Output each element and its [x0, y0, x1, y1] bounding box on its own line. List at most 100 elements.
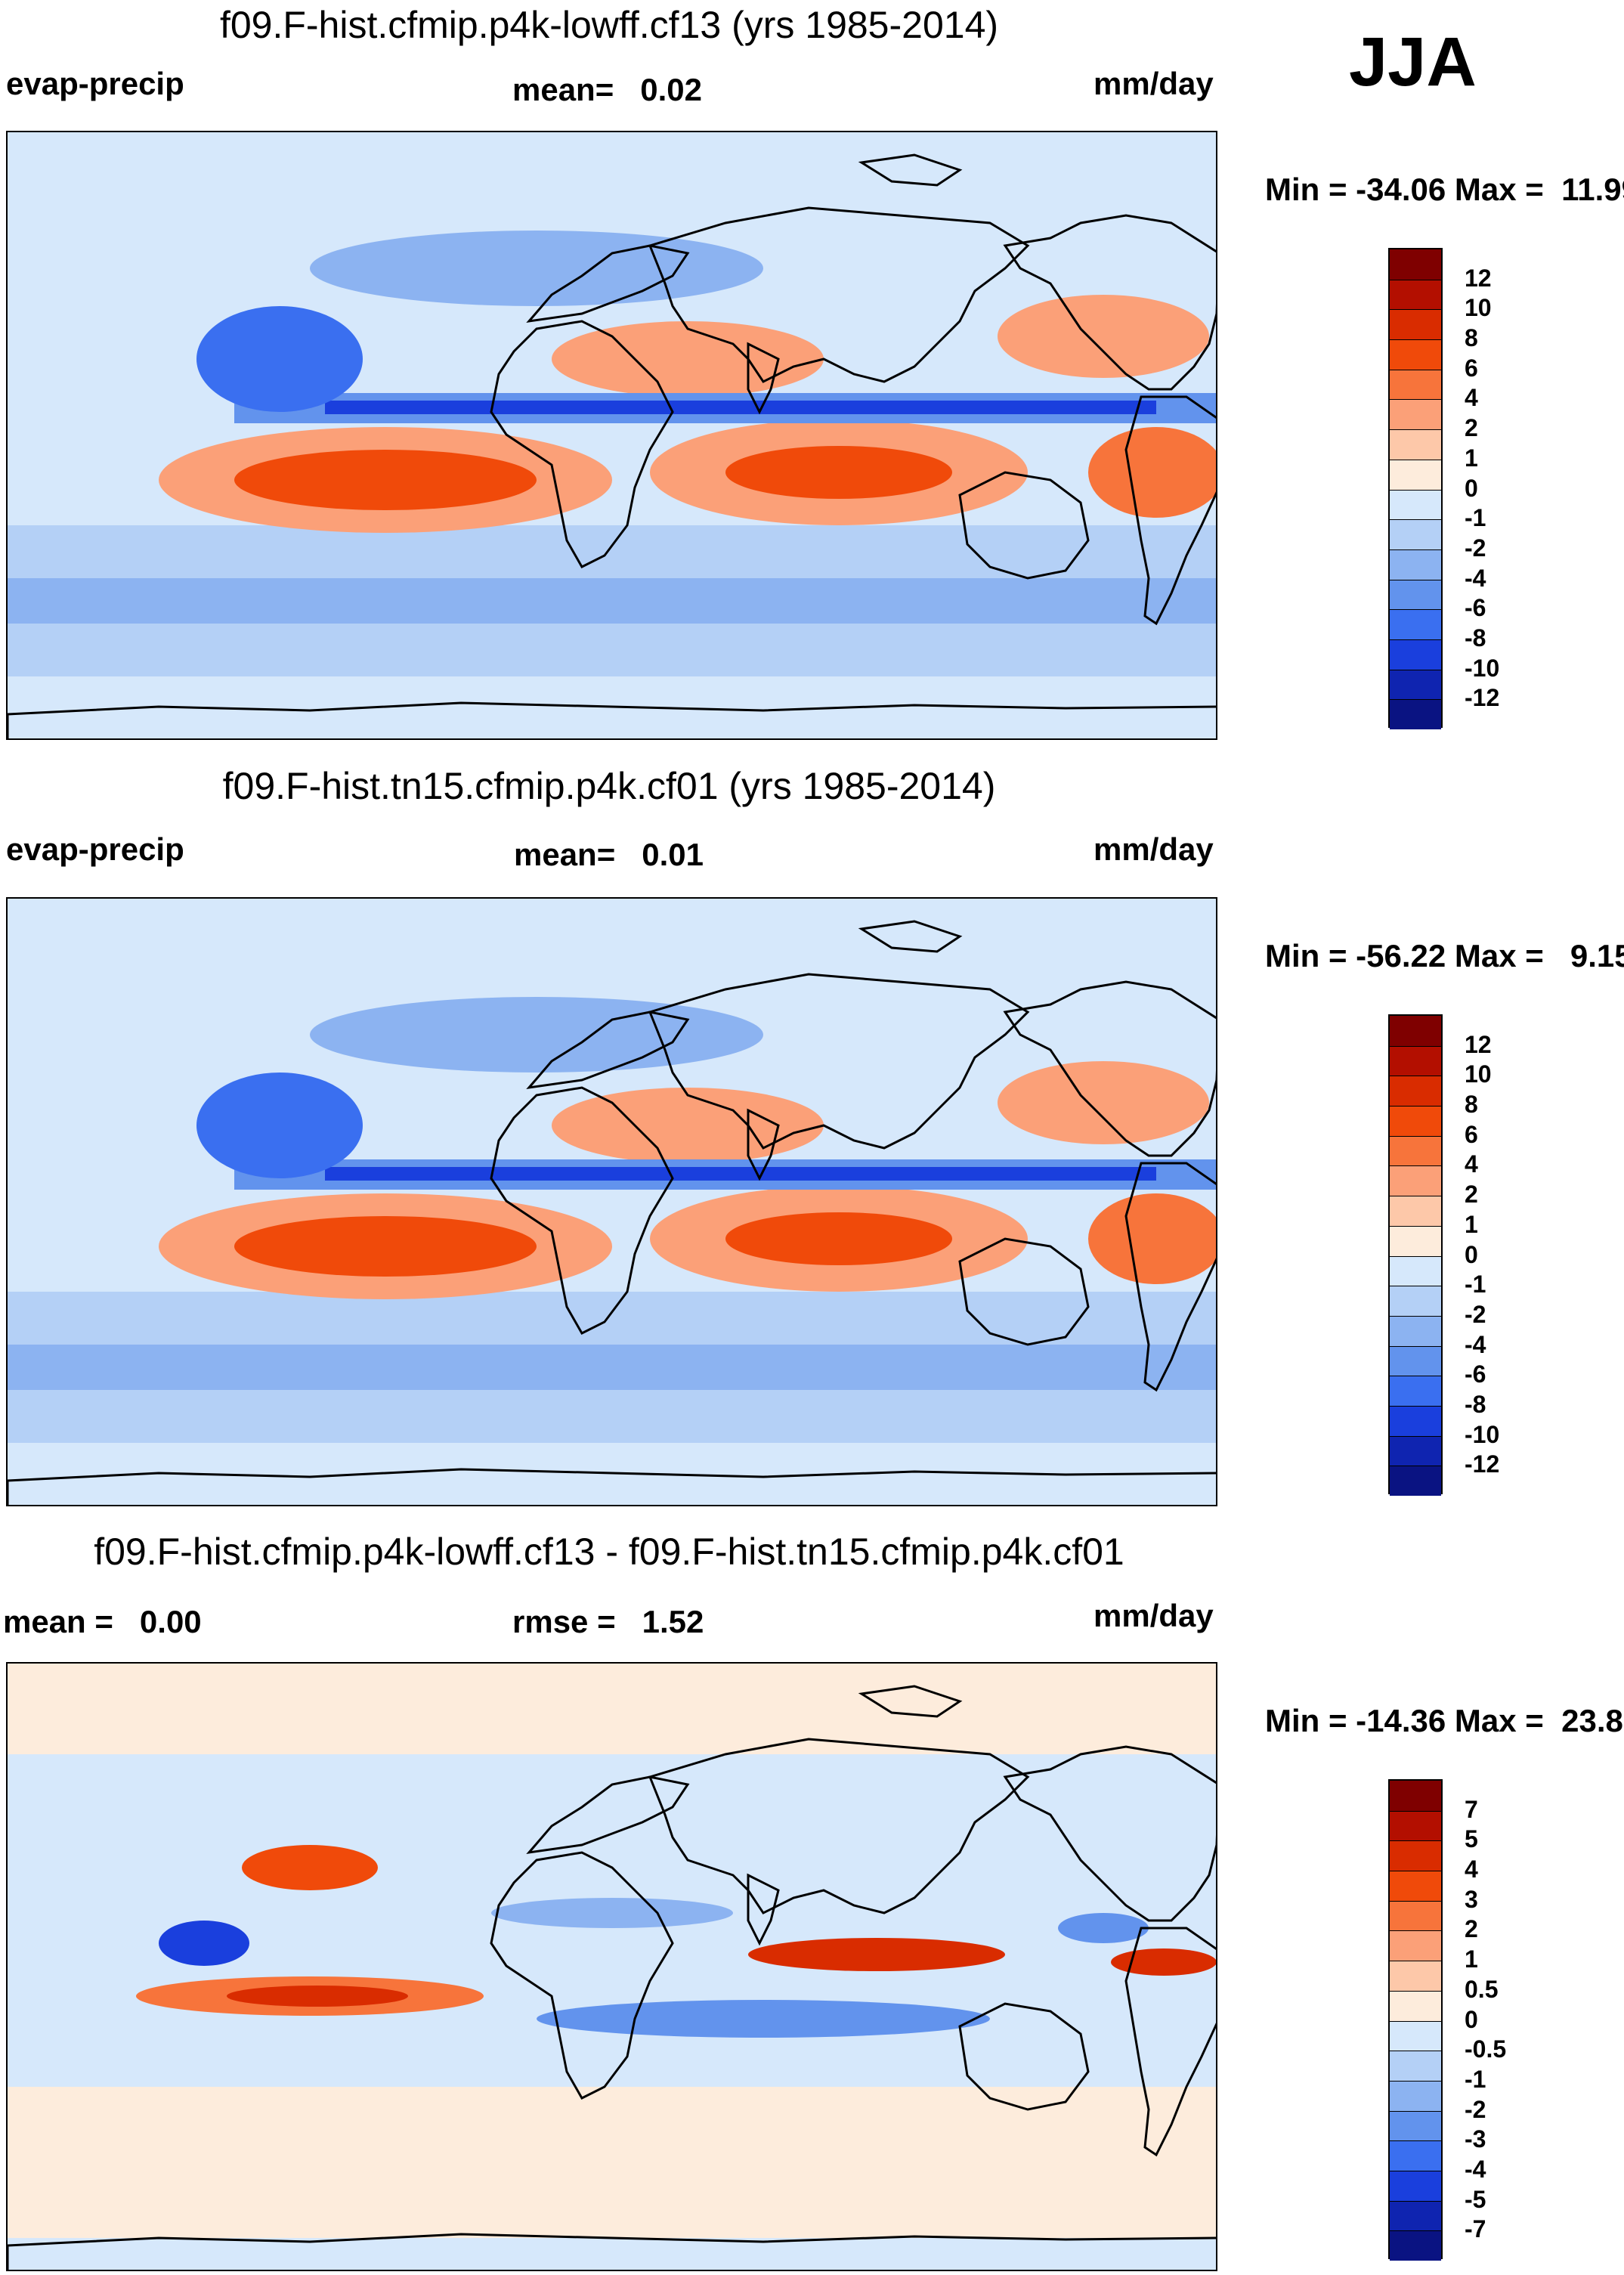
colorbar-tick-label: 1 — [1465, 444, 1478, 472]
panel-2-mean-label: mean= 0.01 — [514, 837, 704, 872]
colorbar-tick-label: 7 — [1465, 1795, 1478, 1823]
colorbar-tick-label: -3 — [1465, 2125, 1486, 2153]
colorbar-box — [1390, 2170, 1441, 2201]
colorbar-box — [1390, 1871, 1441, 1901]
coastline — [1124, 1927, 1216, 2157]
colorbar-tick-label: -8 — [1465, 1390, 1486, 1418]
panel-1-mean-label: mean= 0.02 — [512, 72, 702, 107]
coastline — [1124, 1162, 1216, 1392]
colorbar-tick-label: -10 — [1465, 1420, 1500, 1448]
panel-1-units-label: mm/day — [1093, 66, 1214, 101]
map-field-band — [8, 578, 1216, 624]
map-field-high — [242, 1845, 378, 1890]
map-field-low — [159, 1921, 249, 1966]
coastline — [8, 701, 1216, 738]
colorbar-tick-label: 6 — [1465, 1120, 1478, 1148]
panel-3-colorbar — [1388, 1779, 1443, 2261]
coastline — [526, 1775, 690, 1855]
map-field-low — [1058, 1913, 1149, 1943]
colorbar-tick-label: 2 — [1465, 1915, 1478, 1943]
colorbar-box — [1390, 1135, 1441, 1166]
colorbar-box — [1390, 699, 1441, 729]
colorbar-box — [1390, 279, 1441, 310]
panel-3-units-label: mm/day — [1093, 1598, 1214, 1633]
colorbar-box — [1390, 1225, 1441, 1256]
coastline — [490, 1086, 674, 1335]
colorbar-box — [1390, 1376, 1441, 1406]
panel-1-map-plot — [8, 132, 1216, 738]
colorbar-tick-label: -8 — [1465, 624, 1486, 652]
map-field-high — [227, 1986, 408, 2007]
colorbar-box — [1390, 2200, 1441, 2231]
colorbar-box — [1390, 1930, 1441, 1961]
colorbar-box — [1390, 399, 1441, 430]
map-field-high — [234, 1216, 537, 1277]
season-label: JJA — [1349, 23, 1477, 101]
colorbar-tick-label: -4 — [1465, 564, 1486, 592]
colorbar-tick-label: 0 — [1465, 2005, 1478, 2033]
map-field-high — [552, 1088, 824, 1163]
colorbar-box — [1390, 2230, 1441, 2261]
colorbar-box — [1390, 2020, 1441, 2051]
colorbar-tick-label: -6 — [1465, 1360, 1486, 1388]
coastline — [1003, 980, 1216, 1157]
panel-1-map — [6, 131, 1217, 740]
colorbar-box — [1390, 489, 1441, 520]
panel-3-title: f09.F-hist.cfmip.p4k-lowff.cf13 - f09.F-… — [94, 1531, 1124, 1573]
colorbar-tick-label: 3 — [1465, 1885, 1478, 1913]
map-field-high — [1088, 427, 1216, 518]
colorbar-tick-label: 10 — [1465, 294, 1492, 322]
colorbar-box — [1390, 309, 1441, 340]
colorbar-tick-label: -12 — [1465, 1450, 1500, 1478]
colorbar-box — [1390, 1810, 1441, 1841]
panel-2-variable-label: evap-precip — [6, 831, 184, 867]
panel-2-colorbar — [1388, 1014, 1443, 1496]
colorbar-box — [1390, 2140, 1441, 2171]
colorbar-tick-label: 0 — [1465, 474, 1478, 502]
colorbar-box — [1390, 1900, 1441, 1931]
colorbar-box — [1390, 1345, 1441, 1376]
colorbar-box — [1390, 1961, 1441, 1991]
colorbar-tick-label: 4 — [1465, 1856, 1478, 1883]
panel-2-map — [6, 897, 1217, 1506]
panel-2-units-label: mm/day — [1093, 831, 1214, 867]
panel-1-minmax: Min = -34.06 Max = 11.99 — [1265, 172, 1624, 207]
map-field-high — [552, 321, 824, 397]
colorbar-tick-label: 6 — [1465, 354, 1478, 382]
map-field-high — [1111, 1948, 1216, 1976]
colorbar-tick-label: -5 — [1465, 2185, 1486, 2213]
colorbar-box — [1390, 1165, 1441, 1196]
colorbar-box — [1390, 339, 1441, 370]
map-field-high — [725, 1212, 952, 1265]
colorbar-tick-label: 12 — [1465, 264, 1492, 292]
colorbar-box — [1390, 1840, 1441, 1871]
map-field-low — [325, 401, 1156, 414]
coastline — [958, 471, 1090, 580]
coastline — [858, 920, 963, 953]
panel-1-colorbar — [1388, 248, 1443, 729]
map-field-low — [310, 231, 763, 306]
colorbar-tick-label: 1 — [1465, 1210, 1478, 1238]
colorbar-tick-label: 0.5 — [1465, 1975, 1499, 2003]
coastline — [858, 1685, 963, 1718]
colorbar-box — [1390, 609, 1441, 639]
colorbar-box — [1390, 1781, 1441, 1811]
colorbar-box — [1390, 2080, 1441, 2111]
map-field-low — [310, 997, 763, 1072]
colorbar-tick-label: 5 — [1465, 1825, 1478, 1853]
map-field-low — [491, 1898, 733, 1928]
coastline — [648, 973, 1030, 1150]
colorbar-box — [1390, 1076, 1441, 1107]
panel-1-title: f09.F-hist.cfmip.p4k-lowff.cf13 (yrs 198… — [219, 4, 999, 46]
coastline — [8, 1468, 1216, 1505]
colorbar-tick-label: -2 — [1465, 2095, 1486, 2123]
map-field-high — [234, 450, 537, 510]
panel-3-rmse-label: rmse = 1.52 — [512, 1604, 704, 1639]
colorbar-tick-label: 4 — [1465, 384, 1478, 412]
coastline — [858, 153, 963, 187]
colorbar-box — [1390, 669, 1441, 700]
colorbar-tick-label: -1 — [1465, 2065, 1486, 2093]
colorbar-tick-label: 8 — [1465, 324, 1478, 352]
map-field-low — [196, 306, 363, 412]
coastline — [747, 342, 780, 415]
